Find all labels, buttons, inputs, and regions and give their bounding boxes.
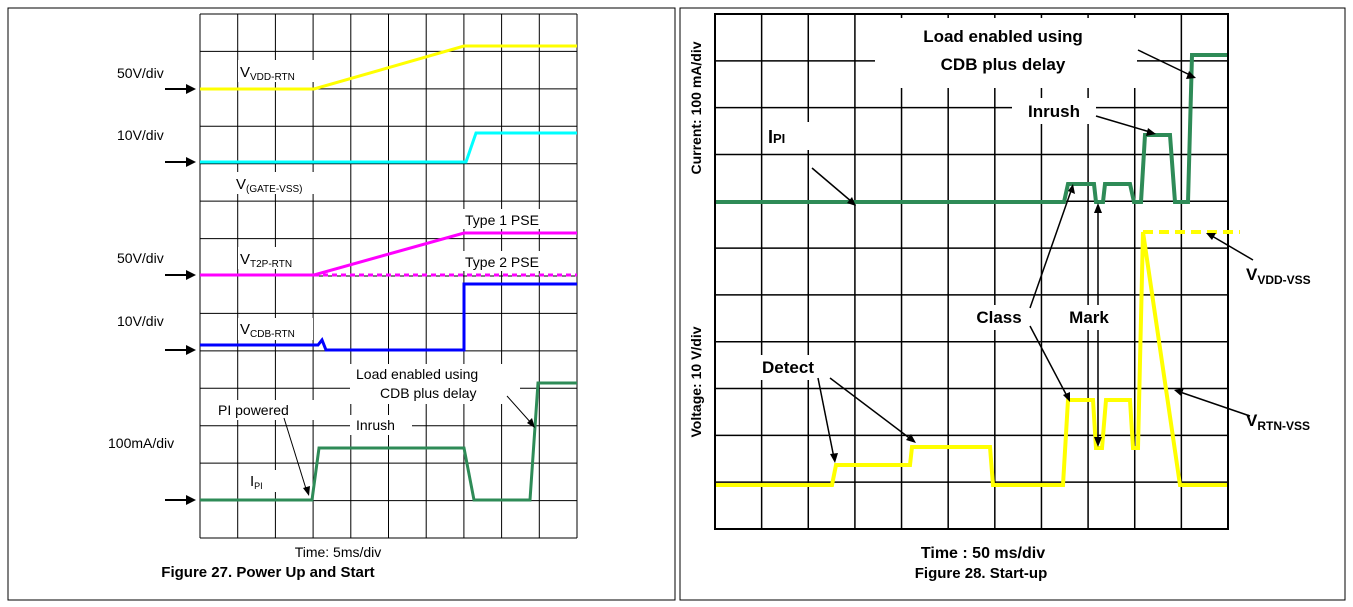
annot-bg-load-28 <box>875 18 1137 88</box>
trace-ipi <box>200 381 577 502</box>
pointer-vrtn-vss <box>1179 391 1251 417</box>
pointer-detect-b-head <box>906 434 916 443</box>
annot-inrush-28: Inrush <box>1028 102 1080 121</box>
figure-28-grid <box>714 13 1229 530</box>
annot-class: Class <box>976 308 1021 327</box>
figure-28: Current: 100 mA/div Voltage: 10 V/div Lo… <box>679 7 1346 601</box>
label-bg-t2p <box>238 247 308 269</box>
scale-label-gate: 10V/div <box>117 127 164 143</box>
annot-bg-inrush <box>350 415 412 435</box>
pointer-class-up <box>1029 187 1073 309</box>
pointer-load-28-head <box>1186 71 1196 79</box>
trace-label-vdd: VVDD-RTN <box>240 64 295 83</box>
figure-27-marker-arrows <box>165 84 196 505</box>
arrowhead-vdd <box>186 84 196 94</box>
annot-load-line2: CDB plus delay <box>380 385 477 401</box>
annot-bg-detect <box>748 355 828 380</box>
pointer-inrush-28 <box>1095 115 1151 133</box>
scale-label-cdb: 10V/div <box>117 313 164 329</box>
pointer-pi-powered-head <box>303 486 310 496</box>
annot-mark: Mark <box>1069 308 1109 327</box>
figure-27-trace-labels: VVDD-RTN V(GATE-VSS) VT2P-RTN VCDB-RTN I… <box>234 60 334 492</box>
annot-inrush: Inrush <box>356 417 395 433</box>
figure-27-grid <box>199 13 578 539</box>
pointer-vdd-vss-head <box>1206 233 1216 240</box>
annot-bg-pi-powered <box>215 400 315 420</box>
trace-t2p-type1 <box>200 231 577 277</box>
annot-vrtn-vss: VRTN-VSS <box>1246 411 1310 433</box>
annot-type1-pse: Type 1 PSE <box>465 212 539 228</box>
trace-label-t2p: VT2P-RTN <box>240 251 292 270</box>
annot-bg-inrush-28 <box>1012 98 1096 124</box>
annot-load-28-line1: Load enabled using <box>923 27 1083 46</box>
annot-bg-class <box>968 305 1030 330</box>
annot-type2-pse: Type 2 PSE <box>465 254 539 270</box>
arrowhead-gate <box>186 157 196 167</box>
arrowhead-t2p <box>186 270 196 280</box>
voltage-axis-label: Voltage: 10 V/div <box>688 326 704 437</box>
figure-28-time-label: Time : 50 ms/div <box>921 545 1045 562</box>
pointer-load-28 <box>1137 49 1191 76</box>
annot-vdd-vss: VVDD-VSS <box>1246 265 1311 287</box>
figure-27-scale-labels: 50V/div 10V/div 50V/div 10V/div 100mA/di… <box>108 65 174 451</box>
scale-label-vdd: 50V/div <box>117 65 164 81</box>
annot-bg-type2 <box>462 251 542 271</box>
pointer-detect-a-head <box>830 453 838 463</box>
annot-load-28-line2: CDB plus delay <box>941 55 1066 74</box>
annot-bg-ipi-28 <box>764 122 816 150</box>
figure-27-time-label: Time: 5ms/div <box>295 544 382 560</box>
pointer-class-down-head <box>1063 392 1070 402</box>
current-axis-label: Current: 100 mA/div <box>688 41 704 174</box>
pointer-mark-down-head <box>1094 437 1102 447</box>
trace-ipi-28 <box>716 53 1227 204</box>
annot-pi-powered: PI powered <box>218 402 289 418</box>
trace-vdd-rtn <box>200 44 577 91</box>
trace-vrtn-vss <box>716 231 1227 487</box>
pointer-ipi-28 <box>811 167 853 203</box>
trace-label-ipi: IPI <box>250 473 263 491</box>
figure-28-plot-border <box>714 13 1229 530</box>
figure-28-pointers <box>811 49 1254 463</box>
annot-load-line1: Load enabled using <box>356 366 478 382</box>
figure-27: 50V/div 10V/div 50V/div 10V/div 100mA/di… <box>7 7 676 601</box>
scale-label-t2p: 50V/div <box>117 250 164 266</box>
pointer-detect-a <box>817 377 835 459</box>
pointer-class-down <box>1029 325 1069 399</box>
annot-detect: Detect <box>762 358 814 377</box>
arrowhead-ipi <box>186 495 196 505</box>
pointer-load-head <box>527 418 535 428</box>
annot-bg-type1 <box>462 209 542 229</box>
figure-27-frame <box>7 7 676 601</box>
figure-28-annotations: Load enabled using CDB plus delay Inrush… <box>748 18 1311 433</box>
figure-27-caption: Figure 27. Power Up and Start <box>161 564 374 581</box>
annot-ipi-28: IPI <box>768 127 785 147</box>
label-bg-gate <box>234 172 334 194</box>
pointer-ipi-28-head <box>847 197 856 206</box>
figure-27-annotations: Type 1 PSE Type 2 PSE Load enabled using… <box>215 209 542 496</box>
pointer-pi-powered <box>283 417 308 493</box>
annot-bg-load <box>350 364 520 404</box>
pointer-vrtn-vss-head <box>1174 388 1184 396</box>
pointer-vdd-vss <box>1211 235 1254 261</box>
scale-label-ipi: 100mA/div <box>108 435 174 451</box>
annot-bg-mark <box>1058 305 1120 330</box>
pointer-mark-head <box>1094 203 1102 213</box>
pointer-load <box>506 395 533 425</box>
figure-28-caption: Figure 28. Start-up <box>915 565 1048 582</box>
trace-label-cdb: VCDB-RTN <box>240 321 295 340</box>
pointer-inrush-28-head <box>1146 128 1156 136</box>
label-bg-ipi <box>246 470 276 492</box>
pointer-detect-b <box>829 377 913 441</box>
trace-cdb-rtn <box>200 282 577 352</box>
figure-28-traces <box>716 53 1240 487</box>
trace-label-gate: V(GATE-VSS) <box>236 176 303 195</box>
figure-27-traces <box>200 44 577 502</box>
label-bg-cdb <box>238 318 313 340</box>
label-bg-vdd <box>238 60 318 82</box>
figure-28-frame <box>679 7 1346 601</box>
trace-gate-vss <box>200 131 577 164</box>
pointer-class-up-head <box>1068 184 1075 194</box>
arrowhead-cdb <box>186 345 196 355</box>
